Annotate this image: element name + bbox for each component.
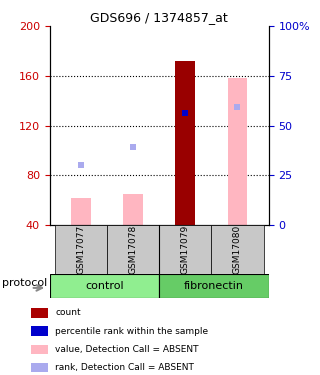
Text: control: control — [85, 281, 124, 291]
Text: percentile rank within the sample: percentile rank within the sample — [55, 327, 208, 336]
Text: protocol: protocol — [3, 279, 48, 288]
Bar — [31, 326, 48, 336]
Text: GSM17078: GSM17078 — [129, 225, 138, 274]
Text: fibronectin: fibronectin — [184, 281, 244, 291]
Text: rank, Detection Call = ABSENT: rank, Detection Call = ABSENT — [55, 363, 194, 372]
Bar — [31, 363, 48, 372]
Bar — [71, 198, 91, 225]
Bar — [175, 61, 195, 225]
Bar — [31, 308, 48, 318]
Bar — [50, 274, 159, 298]
Bar — [31, 345, 48, 354]
Bar — [228, 78, 247, 225]
Bar — [212, 225, 264, 274]
Text: count: count — [55, 308, 81, 317]
Bar — [55, 225, 107, 274]
Text: GSM17077: GSM17077 — [76, 225, 85, 274]
Bar — [159, 225, 212, 274]
Text: GSM17079: GSM17079 — [181, 225, 190, 274]
Bar — [107, 225, 159, 274]
Bar — [175, 61, 195, 225]
Bar — [159, 274, 269, 298]
Text: value, Detection Call = ABSENT: value, Detection Call = ABSENT — [55, 345, 199, 354]
Bar — [123, 194, 143, 225]
Text: GSM17080: GSM17080 — [233, 225, 242, 274]
Title: GDS696 / 1374857_at: GDS696 / 1374857_at — [90, 11, 228, 24]
